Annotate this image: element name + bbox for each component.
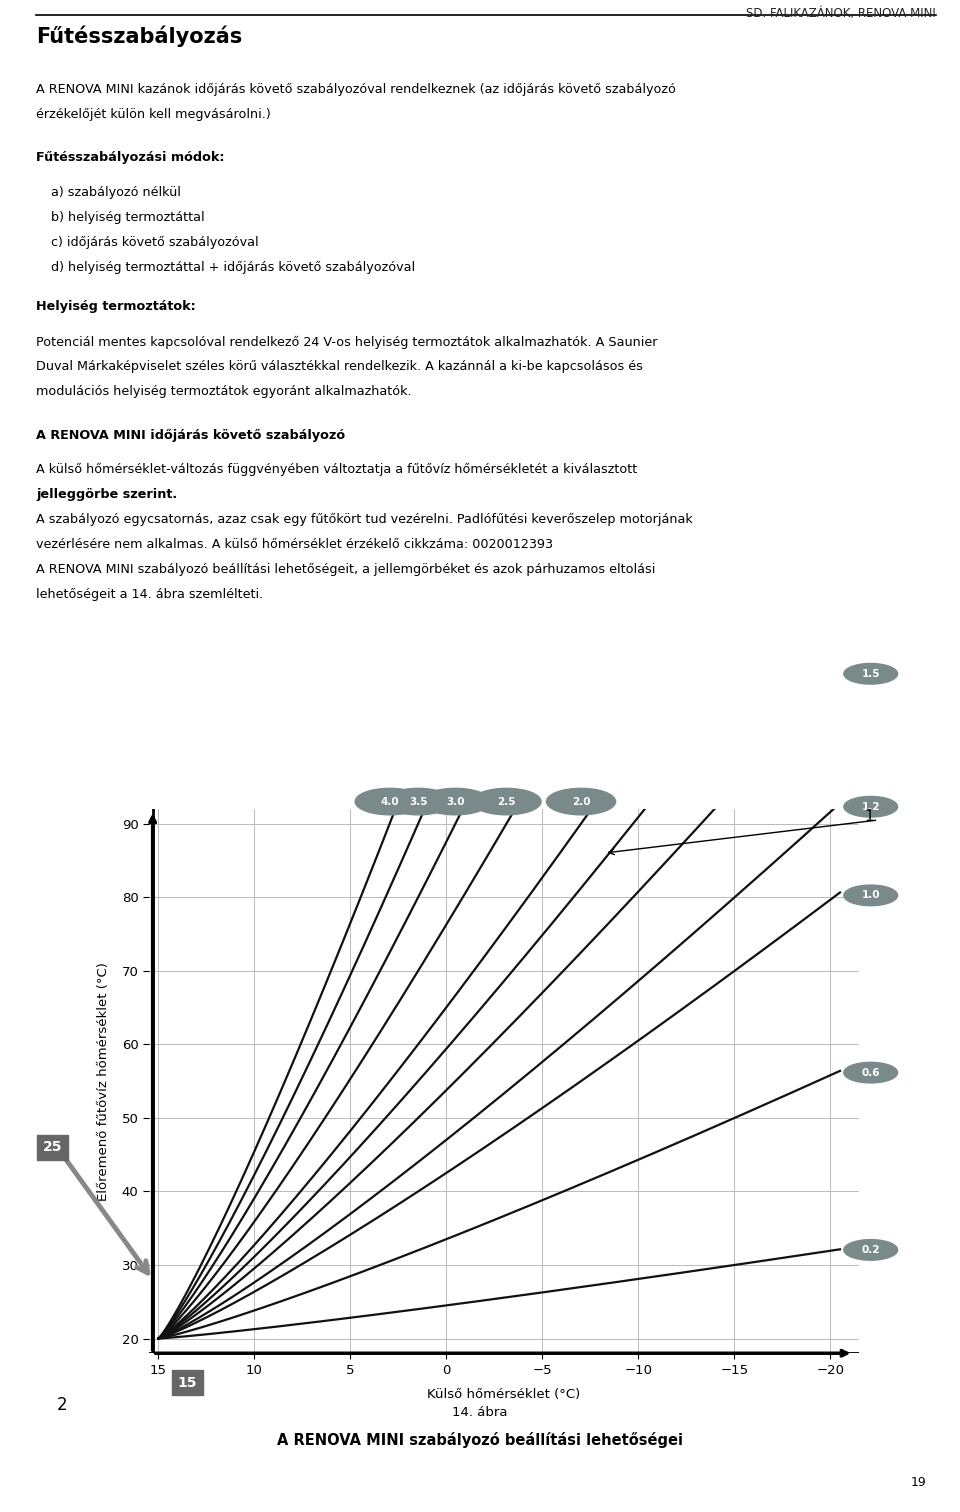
Text: b) helyiség termoztáttal: b) helyiség termoztáttal [51, 212, 204, 224]
Circle shape [546, 788, 615, 815]
Circle shape [472, 788, 541, 815]
Text: A RENOVA MINI szabályozó beállítási lehetőségeit, a jellemgörbéket és azok párhu: A RENOVA MINI szabályozó beállítási lehe… [36, 562, 656, 576]
Text: 1.0: 1.0 [861, 891, 880, 900]
Text: 2.0: 2.0 [572, 797, 590, 806]
Text: 2.5: 2.5 [497, 797, 516, 806]
Text: 0.2: 0.2 [861, 1244, 880, 1255]
Y-axis label: Előremenő fűtővíz hőmérséklet (°C): Előremenő fűtővíz hőmérséklet (°C) [97, 962, 110, 1201]
Text: A külső hőmérséklet-változás függvényében változtatja a fűtővíz hőmérsékletét a : A külső hőmérséklet-változás függvényébe… [36, 463, 637, 476]
Text: 19: 19 [911, 1476, 926, 1489]
Text: Helyiség termoztátok:: Helyiség termoztátok: [36, 301, 196, 313]
Circle shape [844, 885, 898, 906]
Text: 2: 2 [57, 1396, 68, 1414]
Text: Potenciál mentes kapcsolóval rendelkező 24 V-os helyiség termoztátok alkalmazhat: Potenciál mentes kapcsolóval rendelkező … [36, 336, 658, 349]
Text: 1: 1 [864, 809, 874, 824]
Text: A RENOVA MINI kazánok időjárás követő szabályozóval rendelkeznek (az időjárás kö: A RENOVA MINI kazánok időjárás követő sz… [36, 83, 677, 97]
Circle shape [844, 797, 898, 816]
Circle shape [844, 1240, 898, 1259]
Text: 1.2: 1.2 [861, 801, 880, 812]
Text: Fűtésszabályozási módok:: Fűtésszabályozási módok: [36, 151, 225, 165]
Circle shape [844, 1063, 898, 1083]
Text: Fűtésszabályozás: Fűtésszabályozás [36, 26, 243, 47]
Text: A RENOVA MINI időjárás követő szabályozó: A RENOVA MINI időjárás követő szabályozó [36, 428, 346, 442]
X-axis label: Külső hőmérséklet (°C): Külső hőmérséklet (°C) [427, 1388, 581, 1400]
Text: Duval Márkaképviselet széles körű választékkal rendelkezik. A kazánnál a ki-be k: Duval Márkaképviselet széles körű válasz… [36, 360, 643, 373]
Text: érzékelőjét külön kell megvásárolni.): érzékelőjét külön kell megvásárolni.) [36, 109, 272, 121]
Text: 3.0: 3.0 [446, 797, 465, 806]
Text: 3.5: 3.5 [409, 797, 427, 806]
Text: lehetőségeit a 14. ábra szemlélteti.: lehetőségeit a 14. ábra szemlélteti. [36, 588, 264, 602]
Text: 0.6: 0.6 [861, 1067, 880, 1078]
Text: jelleggörbe szerint.: jelleggörbe szerint. [36, 488, 178, 500]
Text: 25: 25 [43, 1140, 62, 1154]
Circle shape [844, 664, 898, 683]
Text: 1.5: 1.5 [861, 668, 880, 679]
Text: 15: 15 [178, 1376, 197, 1390]
Text: A szabályozó egycsatornás, azaz csak egy fűtőkört tud vezérelni. Padlófűtési kev: A szabályozó egycsatornás, azaz csak egy… [36, 513, 693, 526]
Text: modulációs helyiség termoztátok egyoránt alkalmazhatók.: modulációs helyiség termoztátok egyoránt… [36, 386, 412, 398]
Text: A RENOVA MINI szabályozó beállítási lehetőségei: A RENOVA MINI szabályozó beállítási lehe… [277, 1432, 683, 1448]
Text: c) időjárás követő szabályozóval: c) időjárás követő szabályozóval [51, 236, 258, 249]
Text: a) szabályozó nélkül: a) szabályozó nélkül [51, 186, 180, 200]
Text: SD. FALIKAZÁNOK, RENOVA MINI: SD. FALIKAZÁNOK, RENOVA MINI [746, 6, 936, 20]
Circle shape [355, 788, 424, 815]
Text: d) helyiség termoztáttal + időjárás követő szabályozóval: d) helyiség termoztáttal + időjárás köve… [51, 262, 415, 274]
Text: 14. ábra: 14. ábra [452, 1406, 508, 1420]
Text: 4.0: 4.0 [380, 797, 399, 806]
Circle shape [420, 788, 490, 815]
Circle shape [384, 788, 453, 815]
Text: vezérlésére nem alkalmas. A külső hőmérséklet érzékelő cikkzáma: 0020012393: vezérlésére nem alkalmas. A külső hőmérs… [36, 538, 554, 550]
